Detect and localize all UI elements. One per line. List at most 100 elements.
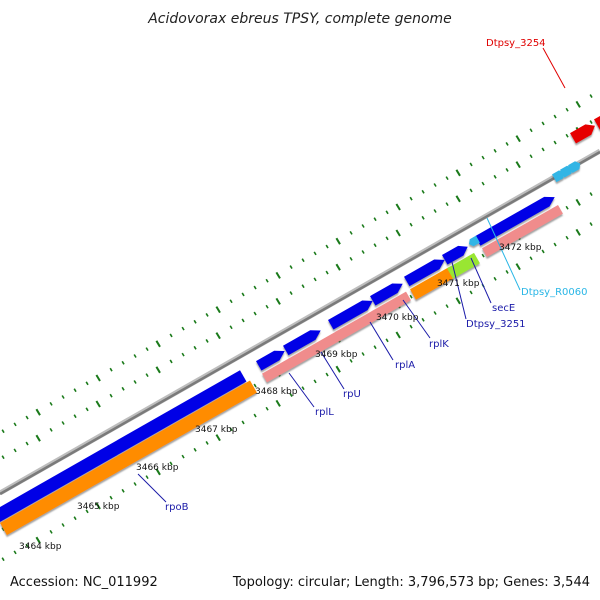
tick-mark <box>421 317 425 322</box>
tick-label-3469: 3469 kbp <box>315 350 358 360</box>
tick-mark <box>335 263 341 271</box>
tick-mark <box>455 195 461 203</box>
cds-rpu-shape <box>283 330 321 356</box>
tick-mark <box>205 339 209 343</box>
cds-rpla <box>328 300 373 330</box>
tick-mark <box>493 276 497 281</box>
tick-mark <box>215 434 221 442</box>
tick-mark <box>433 209 437 213</box>
tick-mark <box>121 360 125 365</box>
cds-rpob <box>0 370 247 524</box>
tick-mark <box>565 235 569 240</box>
tick-mark <box>169 461 173 466</box>
tick-label-3465: 3465 kbp <box>77 502 120 512</box>
tick-mark <box>445 176 449 181</box>
tick-mark <box>289 393 293 397</box>
tick-label-3468: 3468 kbp <box>255 387 298 397</box>
feature-dtpsy-3254 <box>570 124 595 144</box>
connector-rpob <box>137 473 167 503</box>
tick-mark <box>85 381 89 386</box>
tick-mark <box>493 174 497 179</box>
trna-3-shape <box>560 165 573 178</box>
tick-mark <box>409 222 413 227</box>
pink-large <box>482 204 563 257</box>
tick-mark <box>215 332 221 340</box>
tick-mark <box>1 527 5 532</box>
tick-mark <box>253 311 257 316</box>
connector-dtpsy-3251 <box>451 261 467 320</box>
connector-rpll <box>288 372 315 408</box>
tick-mark <box>109 367 113 372</box>
tick-mark <box>529 128 533 133</box>
tick-mark <box>25 441 29 446</box>
gene-label-dtpsy-3251: Dtpsy_3251 <box>466 319 526 330</box>
cds-rpll <box>256 350 285 371</box>
tick-mark <box>541 249 545 254</box>
tick-mark <box>155 468 161 476</box>
tick-mark <box>229 325 233 330</box>
tick-label-3467: 3467 kbp <box>195 425 238 435</box>
tick-mark <box>455 297 461 305</box>
gene-label-rpla: rplA <box>395 360 415 371</box>
tick-mark <box>301 258 305 263</box>
tick-mark <box>121 488 125 493</box>
tick-mark <box>361 224 365 228</box>
tick-label-3472: 3472 kbp <box>499 243 542 253</box>
accession-text: Accession: NC_011992 <box>10 575 158 590</box>
tick-mark <box>313 277 317 282</box>
cds-rpll-shape <box>256 350 285 371</box>
pink-rpla-shape <box>335 291 411 341</box>
tick-mark <box>575 228 581 236</box>
tick-mark <box>409 324 413 329</box>
tick-mark <box>349 358 353 363</box>
pink-rpu-shape <box>288 330 343 368</box>
tick-mark <box>409 294 413 299</box>
tick-mark <box>35 408 41 416</box>
tick-mark <box>325 244 329 249</box>
tick-mark <box>73 414 77 419</box>
tick-mark <box>541 121 545 126</box>
tick-mark <box>335 365 341 373</box>
gene-label-rpll: rplL <box>315 407 334 418</box>
tick-mark <box>1 429 5 434</box>
orange-dtpsy-3251 <box>410 266 456 300</box>
tick-label-3466: 3466 kbp <box>136 463 179 473</box>
cds-rplk-shape <box>370 283 403 306</box>
tick-mark <box>565 205 569 210</box>
feature-dtpsy-3254-shape <box>570 124 595 144</box>
tick-mark <box>313 379 317 384</box>
tick-mark <box>515 135 521 143</box>
tick-mark <box>589 120 593 124</box>
tick-mark <box>241 420 245 425</box>
tick-mark <box>553 242 557 247</box>
tick-mark <box>265 304 269 309</box>
tick-mark <box>505 168 509 172</box>
feature-tracks <box>0 113 600 536</box>
cds-dtpsy-3251-shape <box>404 259 445 287</box>
tick-mark <box>265 406 269 411</box>
tick-mark <box>469 188 473 193</box>
tick-mark <box>409 196 413 201</box>
tick-mark <box>241 292 245 297</box>
cds-rpob-shape <box>0 370 247 524</box>
tick-mark <box>575 198 581 206</box>
tick-mark <box>85 509 89 514</box>
tick-mark <box>565 107 569 112</box>
connector-rpu <box>320 351 345 390</box>
tick-mark <box>275 271 281 279</box>
tick-mark <box>215 306 221 314</box>
tick-mark <box>395 229 401 237</box>
tick-mark <box>275 297 281 305</box>
tick-mark <box>13 448 17 453</box>
orange-dtpsy-3251-shape <box>410 266 456 300</box>
tick-mark <box>373 217 377 222</box>
cds-sece <box>442 245 468 265</box>
tick-mark <box>275 399 281 407</box>
gene-label-sece: secE <box>492 303 515 314</box>
tick-label-3471: 3471 kbp <box>437 279 480 289</box>
tick-mark <box>73 516 77 521</box>
tick-mark <box>395 203 401 211</box>
tick-mark <box>469 290 473 295</box>
tick-mark <box>529 256 533 261</box>
tick-mark <box>205 441 209 445</box>
